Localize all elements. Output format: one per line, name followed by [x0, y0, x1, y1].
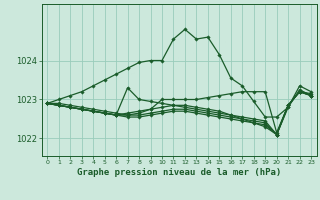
X-axis label: Graphe pression niveau de la mer (hPa): Graphe pression niveau de la mer (hPa) — [77, 168, 281, 177]
